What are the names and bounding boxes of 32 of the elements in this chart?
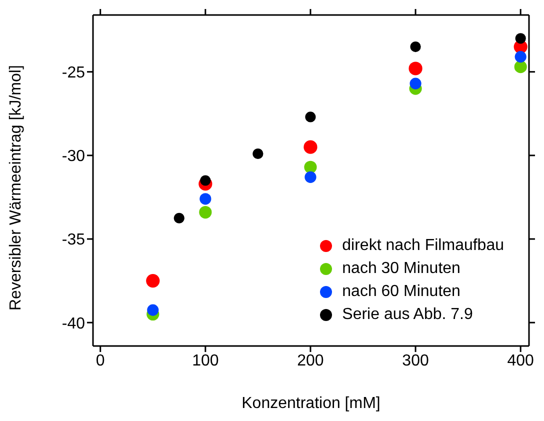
legend-label: nach 60 Minuten xyxy=(342,282,460,302)
x-tick-label: 400 xyxy=(507,352,534,370)
y-tick-label: -25 xyxy=(62,64,86,82)
point xyxy=(304,160,317,174)
y-tick-label: -30 xyxy=(62,148,86,166)
x-axis-title: Konzentration [mM] xyxy=(242,395,380,412)
point xyxy=(515,33,526,44)
x-tick-label: 100 xyxy=(192,352,219,370)
point xyxy=(408,62,422,76)
point xyxy=(200,175,211,186)
point xyxy=(514,60,527,74)
point xyxy=(410,41,421,52)
point xyxy=(199,206,212,219)
legend-label: direkt nach Filmaufbau xyxy=(342,236,504,256)
y-tick-label: -35 xyxy=(62,232,86,249)
point xyxy=(304,171,316,183)
point xyxy=(252,148,264,160)
point xyxy=(174,212,184,224)
point xyxy=(410,78,422,90)
x-tick-label: 300 xyxy=(402,352,429,370)
y-tick-label: -40 xyxy=(62,315,86,332)
point xyxy=(200,193,212,205)
point xyxy=(146,274,160,288)
point xyxy=(147,304,159,316)
point xyxy=(305,112,316,122)
point xyxy=(304,140,318,154)
point xyxy=(514,50,526,63)
x-tick-label: 200 xyxy=(297,352,324,370)
y-axis-title: Reversibler Wärmeeintrag [kJ/mol] xyxy=(8,65,25,310)
legend-label: nach 30 Minuten xyxy=(342,259,460,279)
x-tick-label: 0 xyxy=(96,352,105,370)
legend-label: Serie aus Abb. 7.9 xyxy=(342,305,473,325)
